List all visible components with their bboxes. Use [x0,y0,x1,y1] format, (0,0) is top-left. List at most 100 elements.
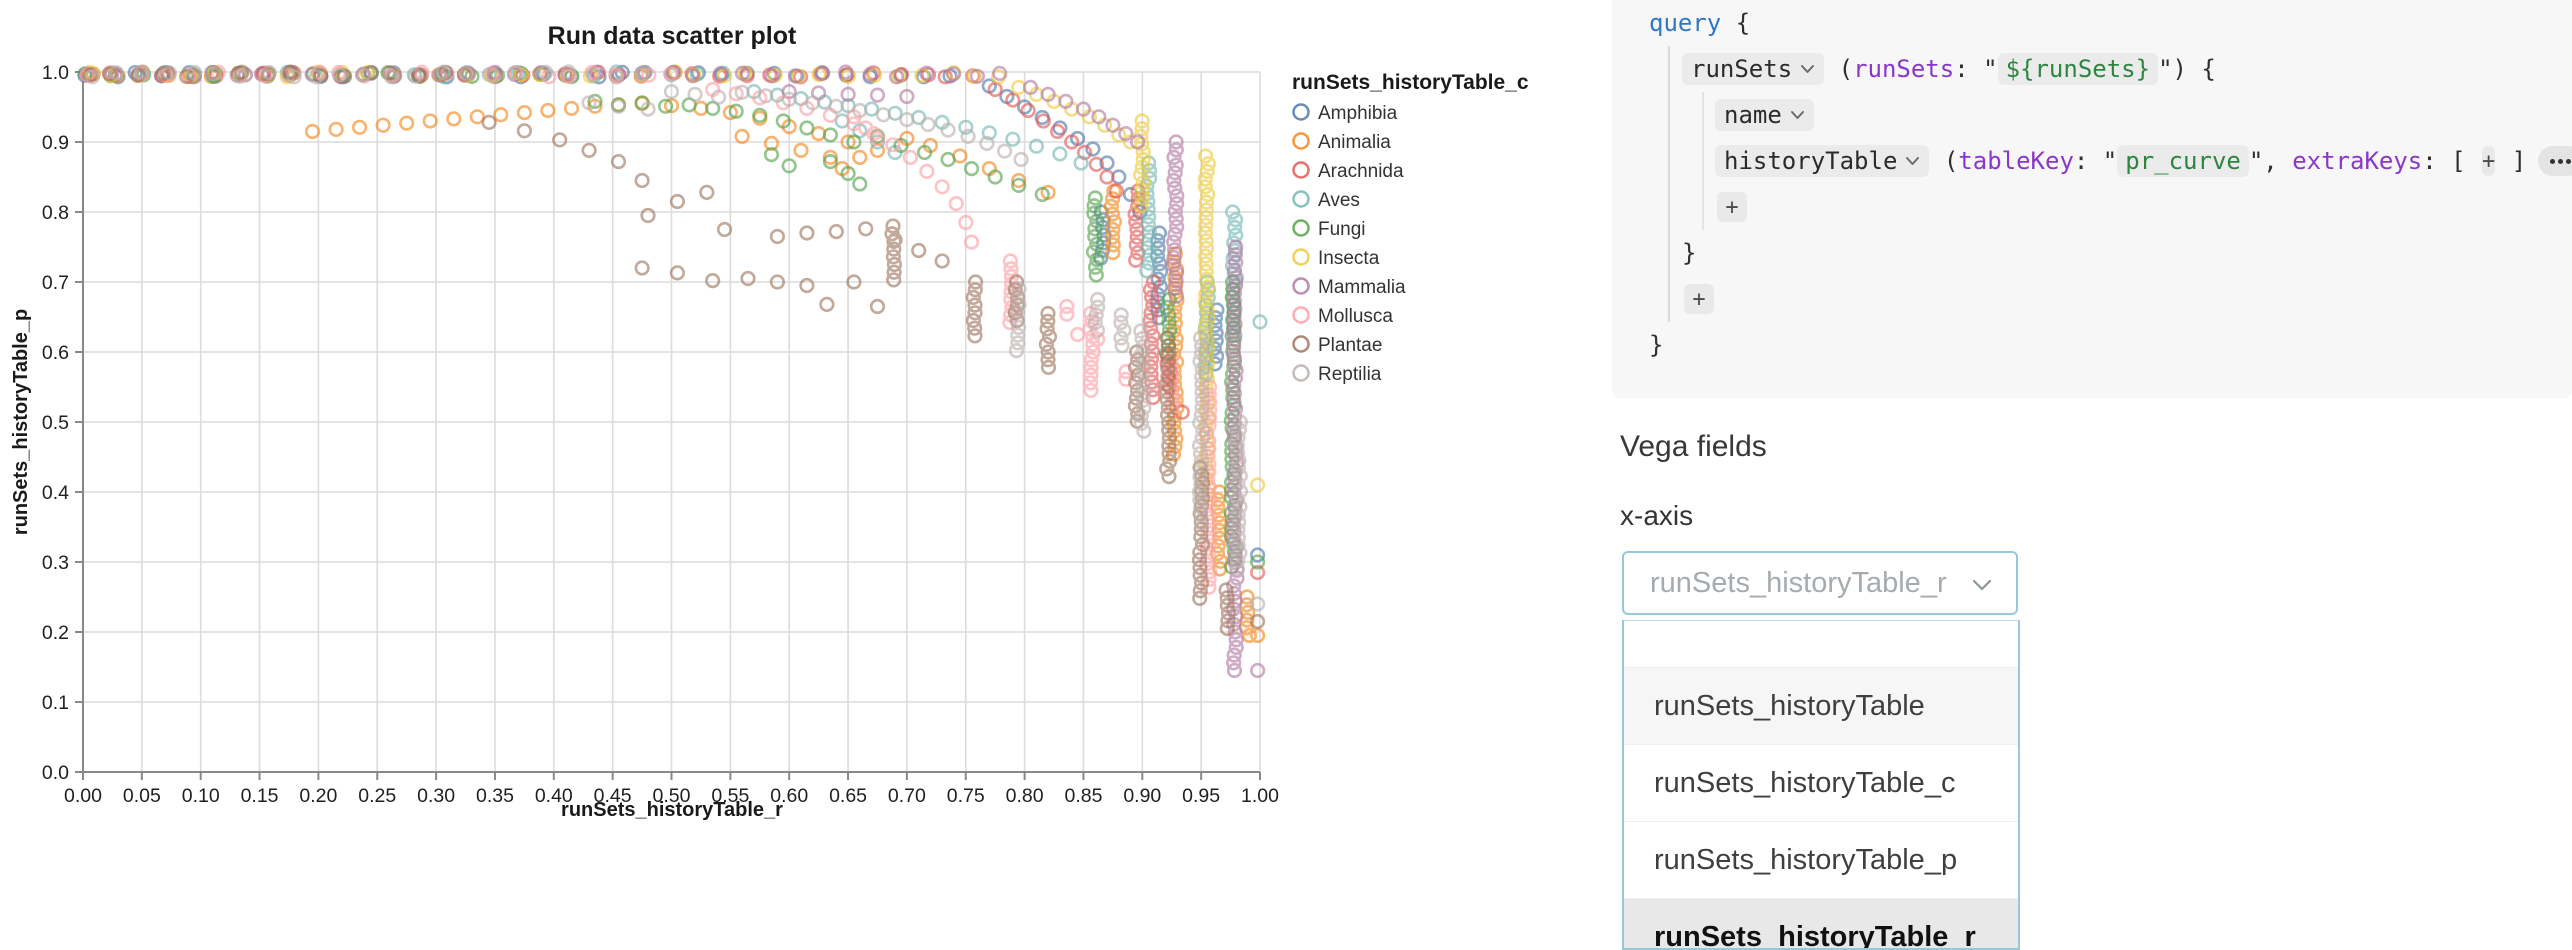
svg-text:1.00: 1.00 [1241,785,1279,807]
keyword: query [1649,9,1722,37]
code-text: } [1649,331,1664,359]
legend-swatch-icon [1292,103,1310,121]
code-text: { [1721,9,1751,37]
legend-item-aves: Aves [1292,190,1360,211]
svg-text:Plantae: Plantae [1318,335,1382,356]
x-axis-dropdown-menu: runSets_historyTable runSets_historyTable… [1622,620,2020,950]
svg-text:0.2: 0.2 [42,622,69,644]
more-options-button[interactable] [2538,146,2572,176]
scatter-points-insecta [82,64,1266,503]
svg-text:0.90: 0.90 [1123,785,1161,807]
legend-swatch-icon [1292,364,1310,382]
indent-guide [1702,92,1704,230]
svg-text:0.00: 0.00 [64,785,102,807]
code-text: ") { [2158,55,2216,83]
x-axis-field-label: x-axis [1620,500,1694,531]
code-line: query { [1649,0,2572,46]
dropdown-option[interactable]: runSets_historyTable_r [1624,899,2018,948]
svg-text:0.4: 0.4 [42,482,69,504]
grid-lines [82,71,1261,772]
legend-item-animalia: Animalia [1292,132,1391,153]
svg-text:0.40: 0.40 [535,785,573,807]
legend-item-insecta: Insecta [1292,248,1380,269]
svg-text:Reptilia: Reptilia [1318,364,1382,385]
field-pill-name[interactable]: name [1715,99,1814,131]
string-value-pill[interactable]: pr_curve [2117,145,2249,177]
code-text: ] [2497,147,2527,175]
legend: Amphibia Animalia Arachnida Aves Fungi Insect… [1292,103,1406,385]
y-axis-title: runSets_historyTable_p [10,309,32,535]
dropdown-search-input[interactable] [1624,621,2018,669]
chevron-down-icon [1790,111,1804,119]
string-value-pill[interactable]: ${runSets} [1997,53,2159,85]
dropdown-search-row[interactable] [1624,621,2018,669]
legend-item-plantae: Plantae [1292,335,1382,356]
legend-item-mammalia: Mammalia [1292,277,1406,298]
svg-text:0.10: 0.10 [182,785,220,807]
code-text: ", [2248,147,2293,175]
field-pill-runSets[interactable]: runSets [1682,53,1825,85]
svg-text:0.50: 0.50 [653,785,691,807]
svg-text:Aves: Aves [1318,190,1360,211]
code-line: name [1649,92,2572,138]
dropdown-option[interactable]: runSets_historyTable_c [1624,745,2018,822]
svg-text:0.60: 0.60 [770,785,808,807]
dropdown-option[interactable]: runSets_historyTable_p [1624,822,2018,899]
legend-swatch-icon [1292,335,1310,353]
add-field-button[interactable]: + [1717,192,1747,222]
svg-text:0.65: 0.65 [829,785,867,807]
dropdown-option[interactable]: runSets_historyTable [1624,668,2018,745]
indent-guide [1668,46,1670,322]
svg-text:0.30: 0.30 [417,785,455,807]
code-text: : [ [2422,147,2481,175]
code-text: ( [1929,147,1959,175]
chevron-down-icon [1972,579,1992,597]
code-line: runSets (runSets: " ${runSets} ") { [1649,46,2572,92]
svg-text:1.0: 1.0 [42,62,69,84]
svg-text:0.35: 0.35 [476,785,514,807]
svg-text:0.9: 0.9 [42,132,69,154]
query-code: query {runSets (runSets: " ${runSets} ") {… [1649,0,2572,368]
legend-swatch-icon [1292,190,1310,208]
attribute-name: tableKey [1958,147,2074,175]
legend-swatch-icon [1292,277,1310,295]
svg-text:Amphibia: Amphibia [1318,103,1398,124]
x-axis-title: runSets_historyTable_r [561,799,783,821]
svg-text:0.70: 0.70 [888,785,926,807]
svg-text:0.05: 0.05 [123,785,161,807]
svg-text:Animalia: Animalia [1318,132,1391,153]
svg-text:0.80: 0.80 [1006,785,1044,807]
legend-swatch-icon [1292,248,1310,266]
legend-swatch-icon [1292,161,1310,179]
x-axis-select[interactable]: runSets_historyTable_r [1622,551,2018,615]
code-text: : " [1954,55,1998,83]
svg-text:Mammalia: Mammalia [1318,277,1406,298]
legend-title: runSets_historyTable_c [1292,71,1529,94]
svg-text:0.1: 0.1 [42,692,69,714]
code-text: : " [2073,147,2118,175]
svg-text:0.55: 0.55 [711,785,749,807]
svg-text:0.6: 0.6 [42,342,69,364]
legend-swatch-icon [1292,219,1310,237]
x-axis-select-value: runSets_historyTable_r [1650,566,1947,599]
query-editor[interactable]: query {runSets (runSets: " ${runSets} ") {… [1612,0,2572,398]
attribute-name: extraKeys [2292,147,2423,175]
chevron-down-icon [1906,157,1920,165]
field-pill-historyTable[interactable]: historyTable [1715,145,1930,177]
code-line: historyTable (tableKey: " pr_curve ", extr… [1649,138,2572,184]
add-field-button[interactable]: + [1684,284,1714,314]
axes: 0.00 0.05 0.10 0.15 0.20 0.25 0.30 0.35 0.40 0.45… [42,62,1279,807]
svg-text:0.25: 0.25 [358,785,396,807]
svg-text:0.95: 0.95 [1182,785,1220,807]
vega-fields-heading: Vega fields [1620,430,1767,463]
chevron-down-icon [1801,65,1815,73]
legend-item-mollusca: Mollusca [1292,306,1393,327]
svg-text:0.85: 0.85 [1064,785,1102,807]
svg-text:0.15: 0.15 [241,785,279,807]
svg-text:0.5: 0.5 [42,412,69,434]
legend-swatch-icon [1292,306,1310,324]
svg-text:0.20: 0.20 [299,785,337,807]
add-field-button[interactable]: + [2482,146,2496,176]
svg-text:Mollusca: Mollusca [1318,306,1393,327]
